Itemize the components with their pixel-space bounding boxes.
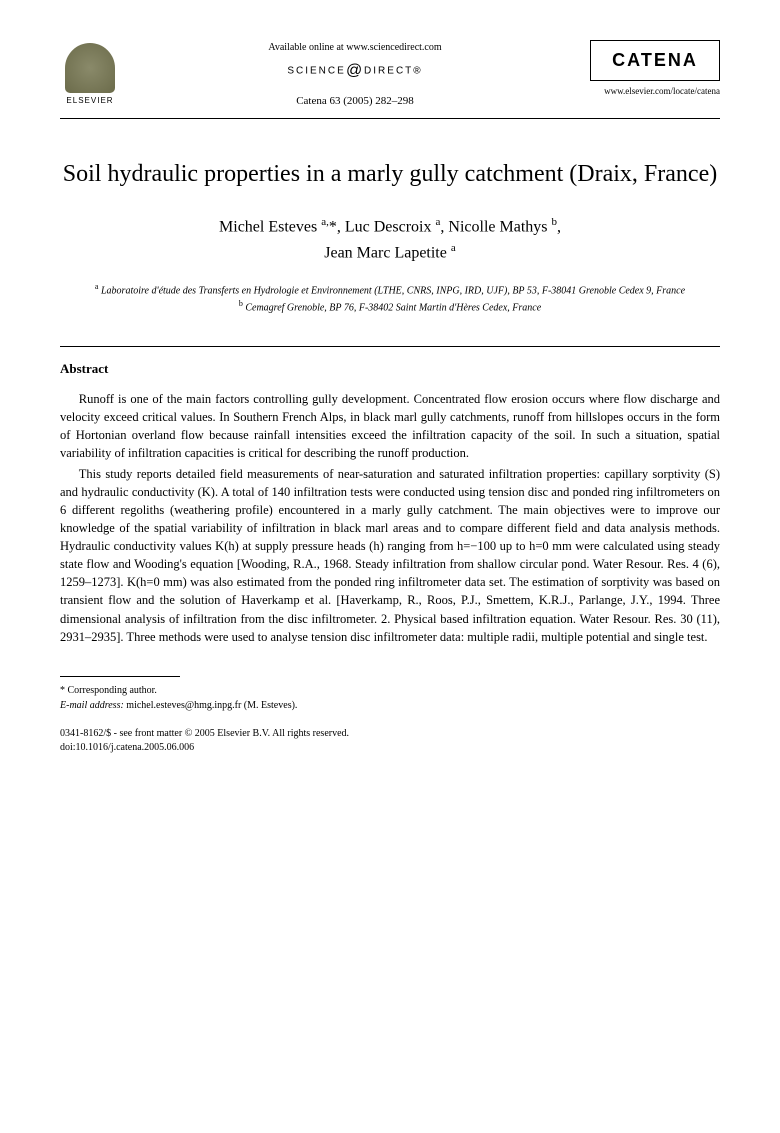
journal-column: CATENA www.elsevier.com/locate/catena — [590, 40, 720, 99]
abstract-divider — [60, 346, 720, 347]
affil-b-text: Cemagref Grenoble, BP 76, F-38402 Saint … — [243, 303, 541, 314]
email-address: michel.esteves@hmg.inpg.fr (M. Esteves). — [124, 700, 298, 711]
affiliations-block: a Laboratoire d'étude des Transferts en … — [60, 281, 720, 316]
author-1: Michel Esteves — [219, 219, 321, 236]
at-symbol-icon: @ — [346, 62, 364, 79]
science-direct-suffix: DIRECT® — [364, 66, 423, 77]
publisher-logo-text: ELSEVIER — [66, 95, 113, 107]
abstract-body: Runoff is one of the main factors contro… — [60, 390, 720, 646]
journal-name: CATENA — [605, 47, 705, 74]
publisher-logo: ELSEVIER — [60, 40, 120, 110]
journal-url: www.elsevier.com/locate/catena — [590, 85, 720, 99]
doi-line: doi:10.1016/j.catena.2005.06.006 — [60, 741, 720, 755]
citation-text: Catena 63 (2005) 282–298 — [140, 93, 570, 110]
abstract-p1: Runoff is one of the main factors contro… — [60, 390, 720, 463]
corresponding-author-note: * Corresponding author. — [60, 683, 720, 698]
abstract-p2: This study reports detailed field measur… — [60, 465, 720, 646]
author-1-affil: a, — [321, 216, 329, 228]
author-3-prefix: , Nicolle Mathys — [440, 219, 551, 236]
available-online-text: Available online at www.sciencedirect.co… — [140, 40, 570, 55]
header-row: ELSEVIER Available online at www.science… — [60, 40, 720, 110]
author-4: Jean Marc Lapetite — [324, 244, 451, 261]
abstract-heading: Abstract — [60, 359, 720, 379]
authors-block: Michel Esteves a,*, Luc Descroix a , Nico… — [60, 214, 720, 265]
footer-block: 0341-8162/$ - see front matter © 2005 El… — [60, 727, 720, 755]
corresponding-star: * — [329, 219, 337, 236]
email-line: E-mail address: michel.esteves@hmg.inpg.… — [60, 698, 720, 713]
science-direct-prefix: SCIENCE — [287, 66, 345, 77]
header-divider — [60, 118, 720, 119]
affil-a-text: Laboratoire d'étude des Transferts en Hy… — [98, 285, 685, 296]
elsevier-tree-icon — [65, 43, 115, 93]
email-label: E-mail address: — [60, 700, 124, 711]
footnote-divider — [60, 676, 180, 677]
footnote-block: * Corresponding author. E-mail address: … — [60, 683, 720, 713]
science-direct-logo: SCIENCE@DIRECT® — [140, 59, 570, 83]
author-3-comma: , — [557, 219, 561, 236]
journal-box: CATENA — [590, 40, 720, 81]
author-2-prefix: , Luc Descroix — [337, 219, 436, 236]
center-header: Available online at www.sciencedirect.co… — [120, 40, 590, 110]
paper-title: Soil hydraulic properties in a marly gul… — [60, 159, 720, 190]
copyright-line: 0341-8162/$ - see front matter © 2005 El… — [60, 727, 720, 741]
author-4-affil: a — [451, 242, 456, 254]
